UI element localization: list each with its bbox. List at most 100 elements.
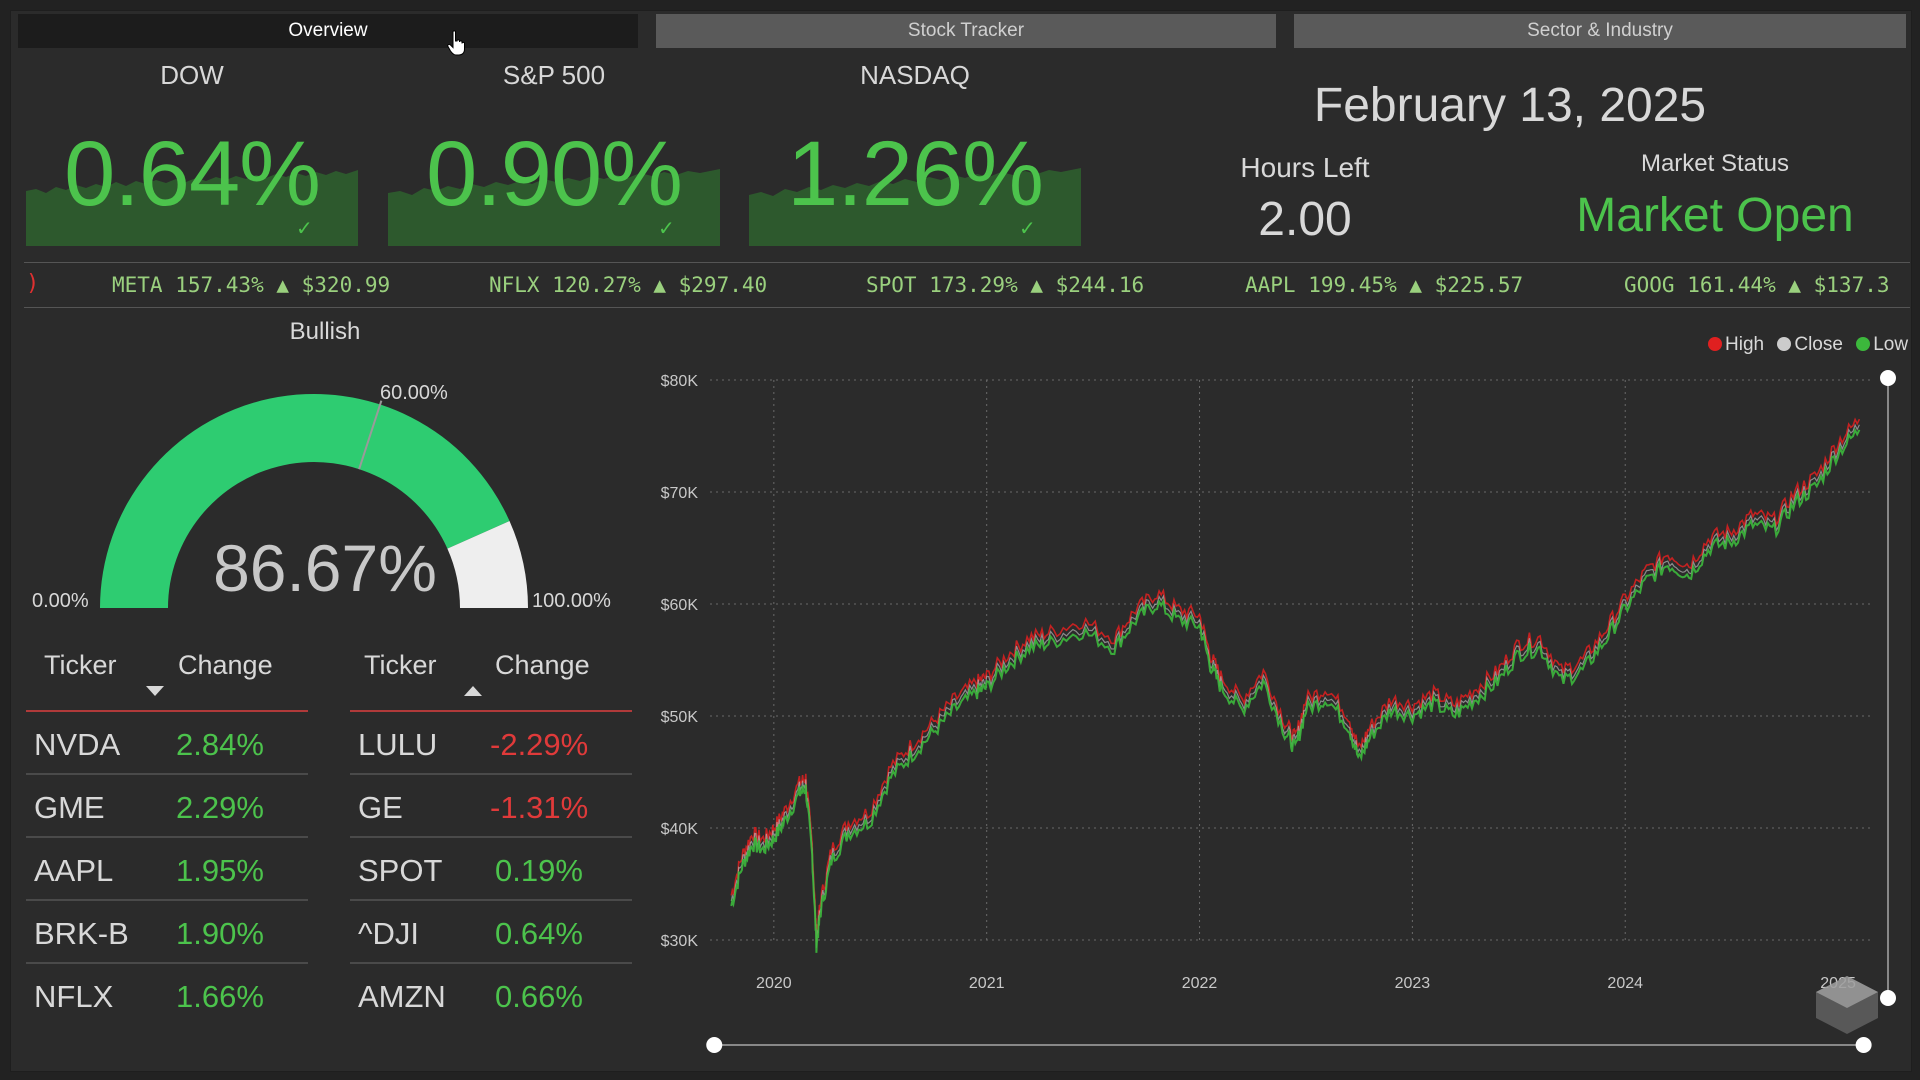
table-row[interactable]: ^DJI 0.64% bbox=[350, 901, 632, 964]
top-gainers-table: Ticker Change NVDA 2.84% GME 2.29% AAPL 1.9… bbox=[26, 640, 308, 1025]
bullish-gauge bbox=[100, 394, 528, 608]
gauge-value: 86.67% bbox=[213, 531, 437, 605]
index-tile-nasdaq: NASDAQ 1.26% ✓ bbox=[749, 56, 1081, 246]
gauge-fill bbox=[100, 394, 510, 608]
column-header-change[interactable]: Change bbox=[178, 650, 273, 680]
tape-item: SPOT 173.29% ▲ $244.16 bbox=[866, 273, 1145, 297]
column-header-change[interactable]: Change bbox=[495, 650, 590, 680]
tape-item: META 157.43% ▲ $320.99 bbox=[112, 273, 391, 297]
row-change: 1.95% bbox=[176, 853, 264, 888]
cube-logo-icon bbox=[1816, 976, 1878, 1034]
gauge-target-marker bbox=[358, 400, 383, 470]
x-tick-label: 2020 bbox=[756, 975, 792, 992]
market-status-label: Market Status bbox=[1640, 150, 1790, 177]
nasdaq-sparkline bbox=[749, 168, 1081, 246]
chart-legend: High Close Low bbox=[1700, 334, 1908, 356]
gauge-min-label: 0.00% bbox=[32, 590, 89, 612]
column-header-ticker[interactable]: Ticker bbox=[364, 650, 437, 680]
tape-item: AAPL 199.45% ▲ $225.57 bbox=[1245, 273, 1524, 297]
tab-sector-industry[interactable]: Sector & Industry bbox=[1294, 14, 1906, 48]
gauge-max-label: 100.00% bbox=[532, 590, 611, 612]
legend-close-dot bbox=[1777, 337, 1792, 351]
x-tick-label: 2021 bbox=[969, 975, 1005, 992]
row-change: 1.66% bbox=[176, 979, 264, 1014]
column-header-ticker[interactable]: Ticker bbox=[44, 650, 117, 680]
table-row[interactable]: NVDA 2.84% bbox=[26, 712, 308, 775]
row-change: 2.29% bbox=[176, 790, 264, 825]
row-ticker: NFLX bbox=[34, 979, 114, 1014]
y-tick-label: $50K bbox=[661, 709, 699, 726]
tape-edge-mark: ) bbox=[26, 271, 40, 296]
check-icon: ✓ bbox=[658, 218, 675, 240]
series-low-line bbox=[730, 427, 1861, 953]
row-change: -2.29% bbox=[490, 727, 589, 762]
tape-item: NFLX 120.27% ▲ $297.40 bbox=[489, 273, 768, 297]
table-row[interactable]: NFLX 1.66% bbox=[26, 964, 308, 1025]
row-change: -1.31% bbox=[490, 790, 589, 825]
index-name: DOW bbox=[160, 60, 224, 90]
row-ticker: GME bbox=[34, 790, 105, 825]
y-tick-label: $80K bbox=[661, 373, 699, 390]
row-ticker: LULU bbox=[358, 727, 438, 762]
table-row[interactable]: AMZN 0.66% bbox=[350, 964, 632, 1025]
index-tile-dow: DOW 0.64% ✓ bbox=[26, 56, 358, 246]
index-tile-sp500: S&P 500 0.90% ✓ bbox=[388, 56, 720, 246]
price-chart[interactable]: $30K $40K $50K $60K $70K $80K 2020 2021 2022 2023… bbox=[630, 330, 1900, 1060]
row-change: 2.84% bbox=[176, 727, 264, 762]
index-name: NASDAQ bbox=[860, 60, 970, 90]
row-ticker: ^DJI bbox=[358, 916, 420, 951]
dow-sparkline bbox=[26, 170, 358, 246]
series-close-line bbox=[730, 423, 1860, 948]
legend-low: Low bbox=[1873, 334, 1909, 355]
sp500-sparkline bbox=[388, 169, 720, 246]
sort-ascending-icon[interactable] bbox=[464, 686, 482, 696]
x-tick-label: 2022 bbox=[1182, 975, 1218, 992]
market-status-value: Market Open bbox=[1576, 189, 1854, 242]
mouse-cursor-icon bbox=[447, 30, 465, 56]
index-change: 0.64% bbox=[64, 123, 321, 225]
tab-stock-tracker[interactable]: Stock Tracker bbox=[656, 14, 1276, 48]
check-icon: ✓ bbox=[296, 218, 313, 240]
hours-left-label: Hours Left bbox=[1240, 152, 1370, 183]
table-row[interactable]: GE -1.31% bbox=[350, 775, 632, 838]
row-ticker: BRK-B bbox=[34, 916, 129, 951]
legend-close: Close bbox=[1794, 334, 1843, 355]
gauge-target-label: 60.00% bbox=[380, 382, 448, 404]
row-ticker: SPOT bbox=[358, 853, 443, 888]
row-ticker: GE bbox=[358, 790, 403, 825]
row-ticker: NVDA bbox=[34, 727, 121, 762]
row-change: 0.66% bbox=[495, 979, 583, 1014]
table-row[interactable]: AAPL 1.95% bbox=[26, 838, 308, 901]
table-row[interactable]: LULU -2.29% bbox=[350, 712, 632, 775]
y-range-bottom-handle[interactable] bbox=[1880, 990, 1896, 1006]
legend-low-dot bbox=[1856, 337, 1871, 351]
y-range-top-handle[interactable] bbox=[1880, 370, 1896, 386]
row-change: 1.90% bbox=[176, 916, 264, 951]
row-ticker: AAPL bbox=[34, 853, 114, 888]
table-row[interactable]: SPOT 0.19% bbox=[350, 838, 632, 901]
y-tick-label: $60K bbox=[661, 597, 699, 614]
current-date: February 13, 2025 bbox=[1313, 79, 1707, 132]
table-row[interactable]: BRK-B 1.90% bbox=[26, 901, 308, 964]
x-tick-label: 2023 bbox=[1395, 975, 1431, 992]
gauge-remainder bbox=[447, 520, 528, 608]
legend-high: High bbox=[1725, 334, 1765, 355]
gauge-title: Bullish bbox=[289, 318, 361, 345]
series-high-line bbox=[730, 417, 1861, 943]
x-tick-label: 2024 bbox=[1607, 975, 1643, 992]
table-header: Ticker Change bbox=[350, 640, 632, 712]
tab-overview[interactable]: Overview bbox=[18, 14, 638, 48]
legend-high-dot bbox=[1708, 337, 1722, 351]
x-range-end-handle[interactable] bbox=[1855, 1037, 1872, 1053]
y-tick-label: $30K bbox=[661, 933, 699, 950]
table-row[interactable]: GME 2.29% bbox=[26, 775, 308, 838]
y-tick-label: $70K bbox=[661, 485, 699, 502]
table-header: Ticker Change bbox=[26, 640, 308, 712]
sort-descending-icon[interactable] bbox=[146, 686, 164, 696]
row-change: 0.64% bbox=[495, 916, 583, 951]
x-range-start-handle[interactable] bbox=[706, 1037, 723, 1053]
ticker-tape: ) META 157.43% ▲ $320.99 NFLX 120.27% ▲ … bbox=[24, 262, 1910, 308]
hours-left-value: 2.00 bbox=[1258, 193, 1352, 246]
row-change: 0.19% bbox=[495, 853, 583, 888]
index-change: 0.90% bbox=[426, 123, 683, 225]
